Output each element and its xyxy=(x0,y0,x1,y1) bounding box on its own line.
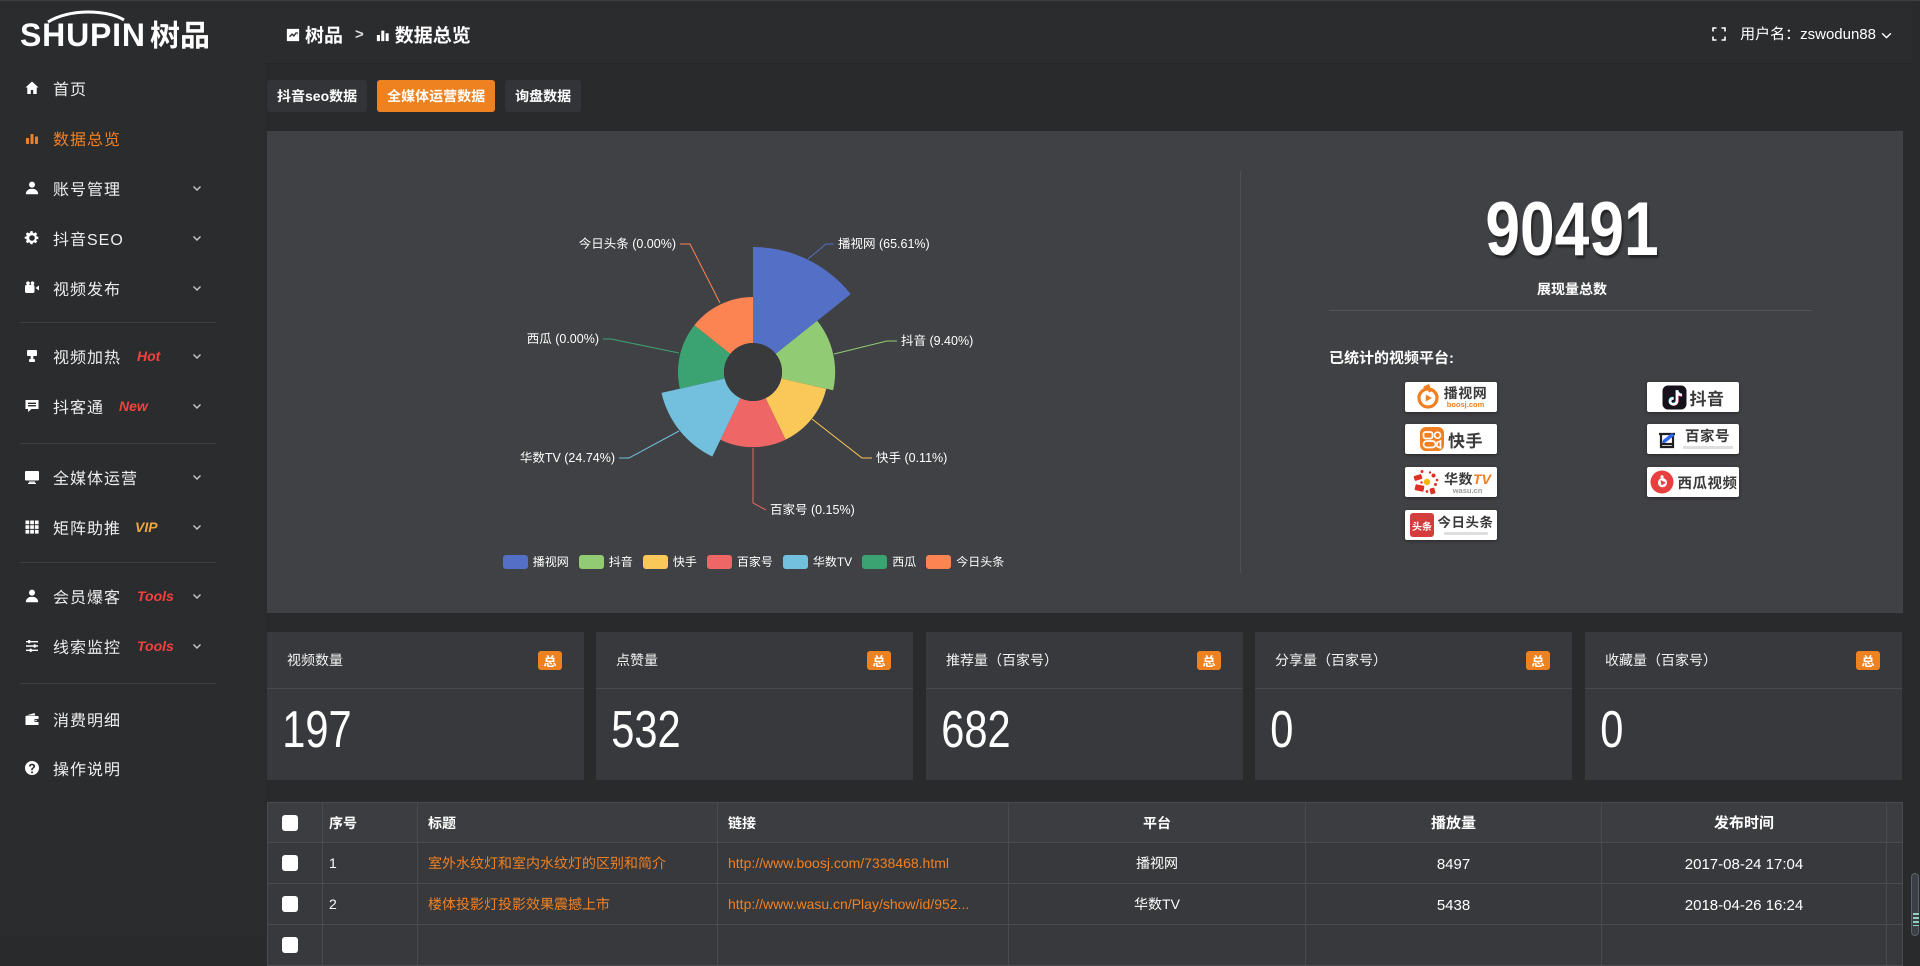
svg-text:今日头条 (0.00%): 今日头条 (0.00%) xyxy=(579,233,676,252)
svg-text:华数TV (24.74%): 华数TV (24.74%) xyxy=(520,447,615,466)
svg-text:播视网 (65.61%): 播视网 (65.61%) xyxy=(838,233,930,252)
svg-text:快手 (0.11%): 快手 (0.11%) xyxy=(876,447,947,466)
svg-text:头条: 头条 xyxy=(1412,518,1432,533)
svg-text:树品: 树品 xyxy=(150,11,210,54)
svg-text:抖音 (9.40%): 抖音 (9.40%) xyxy=(901,330,973,349)
svg-text:西瓜 (0.00%): 西瓜 (0.00%) xyxy=(527,328,599,347)
svg-text:SHUPIN: SHUPIN xyxy=(20,17,145,53)
svg-text:百家号 (0.15%): 百家号 (0.15%) xyxy=(770,499,855,518)
